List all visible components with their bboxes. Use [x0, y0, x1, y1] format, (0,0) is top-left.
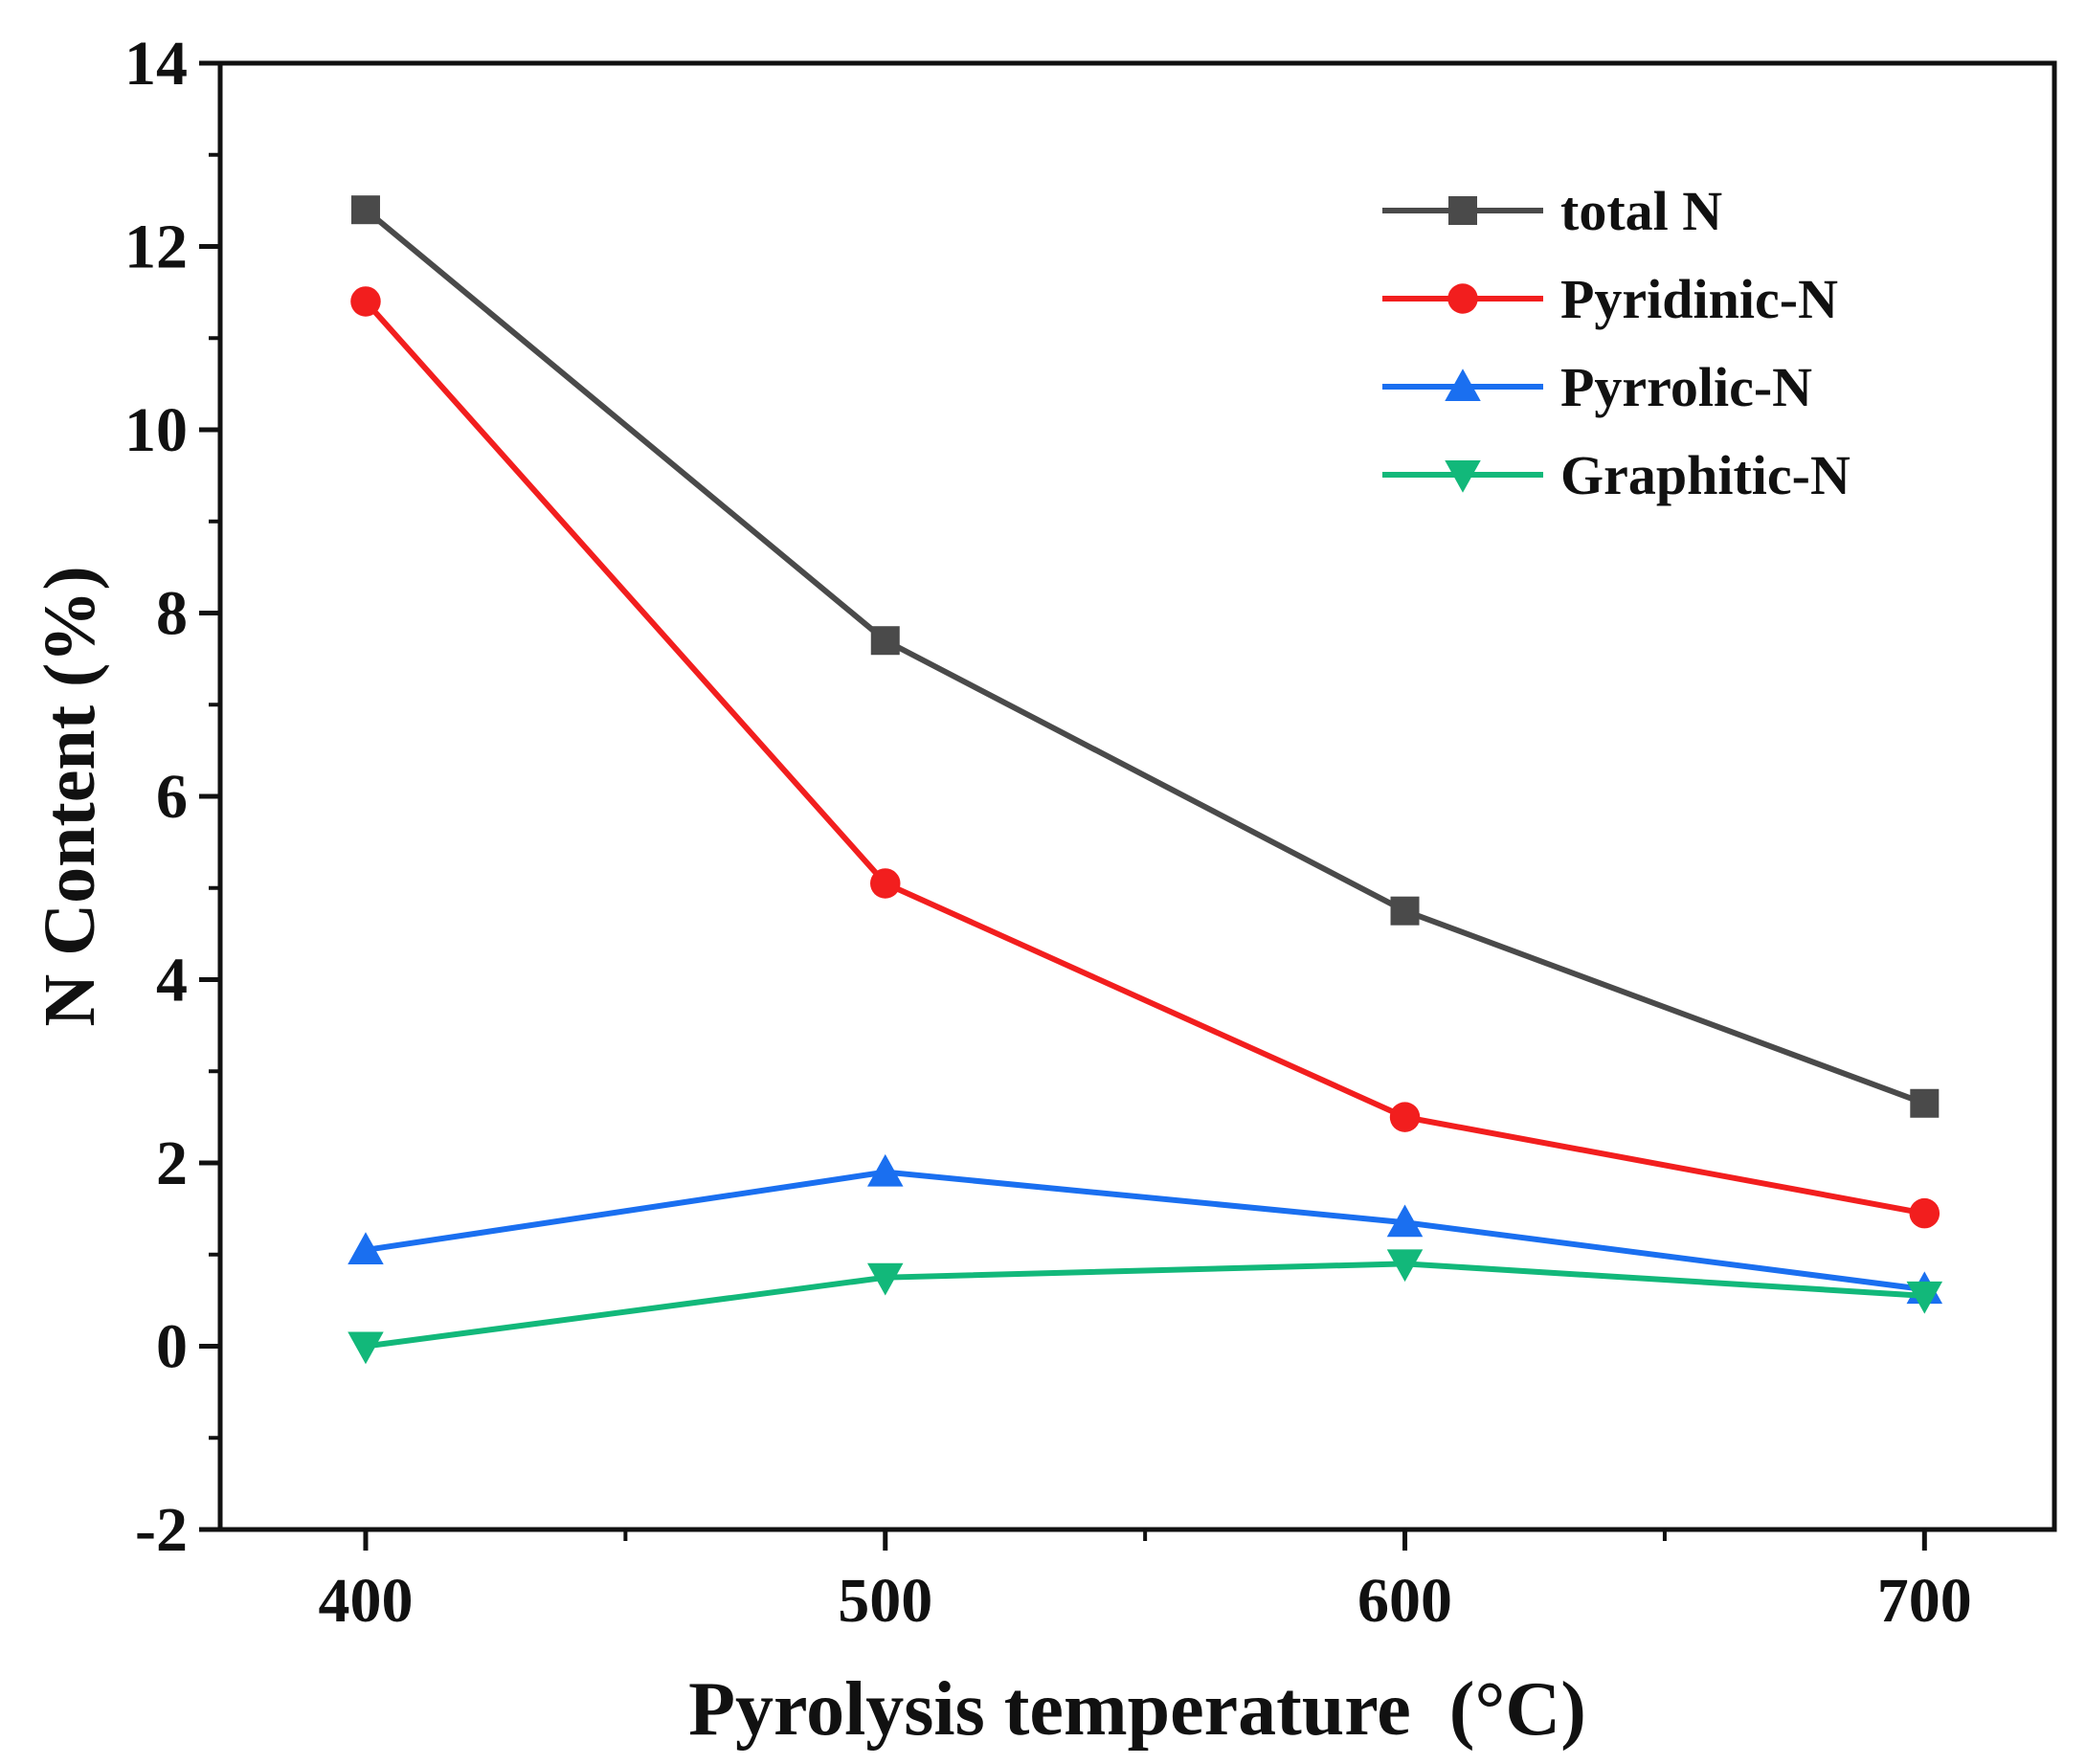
data-point-marker — [350, 286, 381, 317]
series-line-pyrrolic-n — [365, 1169, 1925, 1293]
data-point-marker — [1910, 1088, 1940, 1118]
data-point-marker — [1386, 1204, 1424, 1238]
data-point-marker — [867, 1262, 904, 1296]
data-point-marker — [870, 868, 901, 899]
y-tick-label: 0 — [156, 1312, 188, 1382]
x-tick-label: 700 — [1877, 1566, 1972, 1636]
legend-item-total-n: total N — [1382, 180, 1722, 242]
legend: total N Pyridinic-N Pyrrolic-N Graphitic-N — [1382, 180, 1850, 506]
series-line-pyridinic-n — [363, 299, 1925, 1217]
series-line-total-n — [364, 207, 1926, 1106]
y-axis-title: N Content (%) — [30, 566, 110, 1026]
series-graphitic-n — [348, 1249, 1943, 1365]
legend-item-graphitic-n: Graphitic-N — [1382, 444, 1850, 506]
data-point-marker — [350, 195, 380, 225]
data-point-marker — [1390, 896, 1420, 926]
y-tick-label: -2 — [135, 1495, 188, 1565]
series-layer — [348, 195, 1943, 1365]
legend-label: total N — [1560, 180, 1722, 242]
data-point-marker — [1445, 368, 1481, 401]
legend-item-pyridinic-n: Pyridinic-N — [1382, 268, 1838, 330]
y-tick-label: 8 — [156, 579, 188, 649]
y-tick-label: 6 — [156, 762, 188, 832]
legend-item-pyrrolic-n: Pyrrolic-N — [1382, 356, 1812, 418]
legend-label: Graphitic-N — [1560, 444, 1850, 506]
y-tick-label: 14 — [124, 29, 188, 99]
data-point-marker — [1386, 1249, 1424, 1283]
x-axis-title: Pyrolysis temperature (°C) — [688, 1667, 1586, 1752]
legend-label: Pyrrolic-N — [1560, 356, 1812, 418]
y-tick-label: 12 — [124, 212, 188, 282]
legend-label: Pyridinic-N — [1560, 268, 1838, 330]
x-tick-label: 500 — [838, 1566, 932, 1636]
data-point-marker — [1447, 283, 1478, 314]
x-tick-label: 600 — [1357, 1566, 1452, 1636]
data-point-marker — [1389, 1102, 1421, 1132]
y-tick-label: 4 — [156, 946, 188, 1016]
data-point-marker — [867, 1153, 904, 1187]
data-point-marker — [1909, 1197, 1940, 1229]
data-point-marker — [348, 1232, 384, 1264]
y-tick-label: 10 — [124, 395, 188, 465]
axes: -2 0 2 4 6 8 10 12 14 400 500 600 700 — [124, 29, 1972, 1636]
series-pyridinic-n — [350, 286, 1940, 1229]
series-total-n — [350, 195, 1940, 1118]
data-point-marker — [870, 626, 900, 656]
data-point-marker — [1906, 1281, 1943, 1314]
data-point-marker — [1448, 196, 1477, 225]
data-point-marker — [1445, 460, 1481, 493]
data-point-marker — [348, 1331, 384, 1365]
y-tick-label: 2 — [156, 1128, 188, 1198]
series-line-graphitic-n — [365, 1261, 1925, 1350]
x-tick-label: 400 — [318, 1566, 413, 1636]
